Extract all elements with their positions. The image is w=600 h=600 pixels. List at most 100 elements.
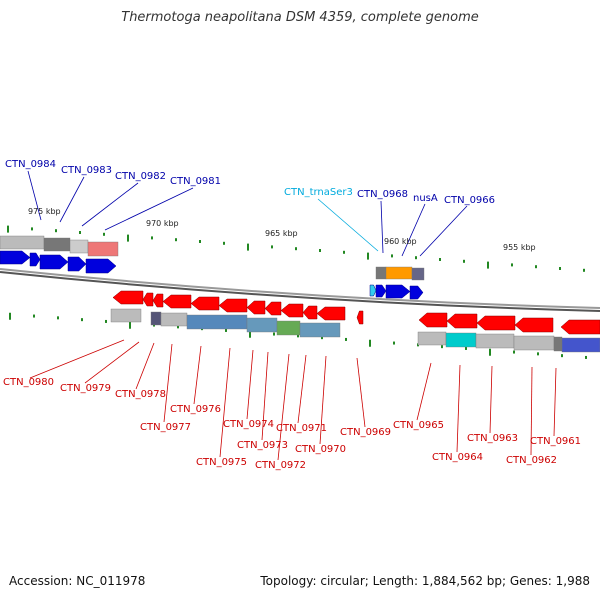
gene-arrow-trna — [369, 284, 377, 297]
feature-bar — [246, 317, 278, 333]
label-line — [416, 362, 432, 421]
gene-arrow-forward — [385, 284, 411, 299]
gene-arrow-reverse — [446, 313, 478, 329]
gene-label: CTN_0974 — [223, 419, 274, 430]
feature-bar — [475, 333, 515, 349]
feature-bar — [411, 267, 425, 281]
gene-label: CTN_0983 — [61, 165, 112, 176]
scale-label: 960 kbp — [384, 237, 417, 246]
gene-label: CTN_0964 — [432, 452, 483, 463]
scale-label: 955 kbp — [503, 243, 536, 252]
feature-bar — [110, 308, 142, 323]
gene-arrows — [0, 250, 600, 335]
gene-arrow-reverse — [218, 298, 248, 313]
topology-text: Topology: circular; Length: 1,884,562 bp… — [260, 574, 590, 588]
scale-labels: 975 kbp 970 kbp 965 kbp 960 kbp 955 kbp — [28, 207, 536, 252]
feature-bar — [87, 241, 119, 257]
feature-bar — [561, 337, 600, 353]
gene-arrow-reverse — [264, 301, 282, 316]
label-line — [277, 353, 290, 461]
feature-bars — [0, 235, 600, 353]
label-line — [297, 354, 307, 424]
scale-label: 965 kbp — [265, 229, 298, 238]
gene-label: CTN_trnaSer3 — [284, 187, 353, 198]
gene-arrow-forward — [29, 252, 41, 267]
gene-label: CTN_0978 — [115, 389, 166, 400]
gene-arrow-forward — [85, 258, 117, 274]
label-line — [489, 365, 493, 434]
gene-arrow-reverse — [316, 306, 346, 321]
gene-label: CTN_0969 — [340, 427, 391, 438]
gene-arrow-reverse — [190, 296, 220, 311]
feature-bar — [160, 312, 188, 327]
gene-label: CTN_0980 — [3, 377, 54, 388]
label-line — [356, 357, 366, 428]
backbone-inner — [0, 271, 600, 312]
gene-label: CTN_0971 — [276, 423, 327, 434]
gene-arrow-forward — [409, 285, 424, 300]
map-title: Thermotoga neapolitana DSM 4359, complet… — [121, 10, 479, 25]
label-line — [104, 187, 194, 231]
gene-label: nusA — [413, 193, 438, 204]
gene-arrow-forward — [0, 250, 31, 265]
scale-label: 975 kbp — [28, 207, 61, 216]
gene-arrow-reverse — [514, 317, 554, 333]
gene-label: CTN_0972 — [255, 460, 306, 471]
gene-arrow-reverse — [142, 292, 154, 307]
feature-bar — [445, 332, 477, 348]
label-line — [401, 203, 426, 257]
gene-arrow-forward — [67, 256, 87, 272]
feature-bar — [553, 336, 563, 352]
gene-arrow-forward — [375, 284, 387, 298]
feature-bar — [417, 331, 447, 346]
gene-arrow-reverse — [246, 300, 266, 315]
label-line — [261, 351, 269, 441]
gene-label: CTN_0962 — [506, 455, 557, 466]
gene-arrow-reverse — [356, 310, 364, 325]
feature-bar — [150, 311, 162, 326]
gene-arrow-reverse — [476, 315, 516, 331]
label-lines — [27, 170, 557, 461]
gene-arrow-reverse — [280, 303, 304, 318]
accession-text: Accession: NC_011978 — [9, 574, 146, 588]
gene-label: CTN_0966 — [444, 195, 495, 206]
gene-label: CTN_0970 — [295, 444, 346, 455]
gene-label: CTN_0973 — [237, 440, 288, 451]
gene-label: CTN_0981 — [170, 176, 221, 187]
feature-bar — [69, 239, 89, 254]
gene-arrow-reverse — [112, 290, 144, 305]
feature-bar — [385, 266, 413, 280]
label-line — [84, 341, 140, 384]
gene-label: CTN_0976 — [170, 404, 221, 415]
feature-bar — [43, 237, 71, 252]
label-line — [193, 345, 202, 405]
gene-arrow-reverse — [162, 294, 192, 309]
label-line — [59, 176, 85, 223]
gene-label: CTN_0979 — [60, 383, 111, 394]
backbone — [0, 268, 600, 312]
feature-bar — [299, 322, 341, 338]
feature-bar — [0, 235, 45, 250]
label-line — [246, 349, 254, 420]
feature-bar — [186, 314, 248, 330]
label-line — [456, 364, 461, 453]
label-line — [317, 198, 379, 252]
gene-arrow-reverse — [560, 319, 600, 335]
gene-label: CTN_0977 — [140, 422, 191, 433]
label-line — [29, 339, 125, 379]
label-line — [219, 347, 231, 458]
label-line — [81, 182, 139, 227]
gene-label: CTN_0968 — [357, 189, 408, 200]
gene-label: CTN_0965 — [393, 420, 444, 431]
label-line — [319, 355, 327, 445]
feature-bar — [276, 320, 301, 336]
scale-label: 970 kbp — [146, 219, 179, 228]
feature-bar — [375, 266, 387, 280]
label-line — [419, 205, 468, 257]
gene-arrow-forward — [39, 254, 69, 270]
gene-label: CTN_0963 — [467, 433, 518, 444]
gene-arrow-reverse — [418, 312, 448, 328]
